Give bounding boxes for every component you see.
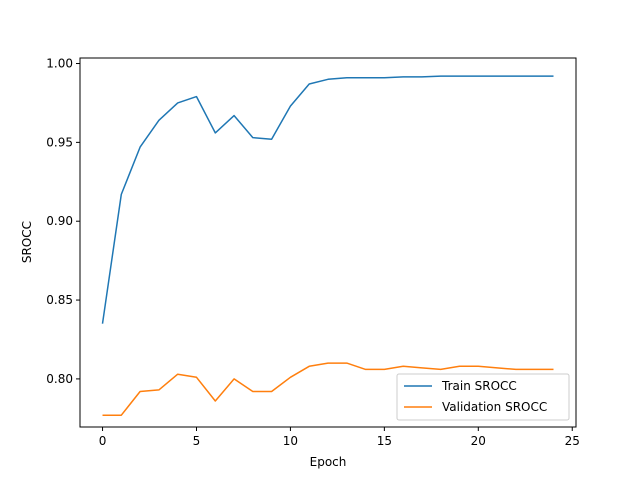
series-line-validation xyxy=(102,362,554,416)
x-tick-label: 20 xyxy=(471,434,486,448)
y-tick-label: 0.95 xyxy=(46,135,73,149)
x-tick-label: 15 xyxy=(377,434,392,448)
y-tick-label: 0.90 xyxy=(46,214,73,228)
y-tick-label: 0.85 xyxy=(46,293,73,307)
y-tick-label: 0.80 xyxy=(46,372,73,386)
x-axis-ticks: 0 5 10 15 20 25 xyxy=(99,427,580,448)
x-tick-label: 10 xyxy=(283,434,298,448)
series-line-train xyxy=(101,75,554,324)
x-axis-label: Epoch xyxy=(310,455,347,469)
legend: Train SROCC Validation SROCC xyxy=(396,373,570,421)
axes-frame xyxy=(79,57,577,428)
y-axis-label: SROCC xyxy=(20,221,34,263)
plot-lines xyxy=(101,75,554,416)
legend-label-validation: Validation SROCC xyxy=(442,400,547,414)
x-tick-label: 0 xyxy=(99,434,107,448)
legend-box xyxy=(396,373,570,421)
y-axis-ticks: 0.80 0.85 0.90 0.95 1.00 xyxy=(46,57,80,386)
x-tick-label: 5 xyxy=(193,434,201,448)
x-tick-label: 25 xyxy=(565,434,580,448)
legend-label-train: Train SROCC xyxy=(441,379,517,393)
y-tick-label: 1.00 xyxy=(46,57,73,71)
